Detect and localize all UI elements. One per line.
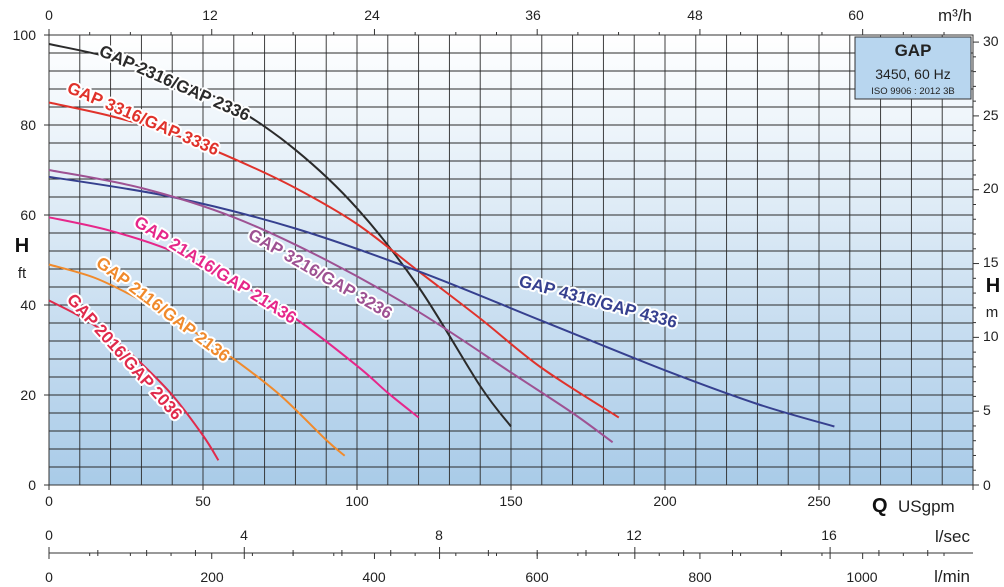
left-axis-unit: ft <box>18 265 27 282</box>
left-tick-label: 100 <box>13 27 37 43</box>
top-tick-label: 48 <box>687 7 703 23</box>
left-tick-label: 0 <box>28 477 36 493</box>
top-axis-unit: m³/h <box>938 6 972 25</box>
top-tick-label: 12 <box>202 7 218 23</box>
right-tick-label: 5 <box>983 402 991 418</box>
lsec-tick-label: 4 <box>240 527 248 543</box>
right-axis-unit: m <box>986 304 999 321</box>
right-axis-title: H <box>986 275 1000 297</box>
series-line-4 <box>48 216 420 419</box>
right-tick-label: 0 <box>983 477 991 493</box>
left-axis: 0 20 40 60 80 100 H ft <box>13 27 37 493</box>
series-line-6 <box>48 299 220 461</box>
info-box-title: GAP <box>895 41 932 60</box>
left-axis-title: H <box>15 235 29 257</box>
info-box-standard: ISO 9906 : 2012 3B <box>871 86 954 97</box>
bottom-axis-usgpm: 0 50 100 150 200 250 Q USgpm <box>45 493 955 517</box>
lsec-tick-label: 12 <box>626 527 642 543</box>
series-line-3 <box>48 169 614 444</box>
info-box-frame <box>854 36 972 100</box>
right-tick-label: 20 <box>983 180 999 196</box>
curves <box>48 43 835 461</box>
right-axis: 0 5 10 15 20 25 30 H m <box>983 33 1000 493</box>
usgpm-unit: USgpm <box>898 497 955 516</box>
grid <box>49 35 973 485</box>
lsec-tick-label: 8 <box>435 527 443 543</box>
left-tick-label: 20 <box>20 387 36 403</box>
lmin-tick-label: 200 <box>200 569 224 585</box>
bottom-axis-title: Q <box>872 495 888 517</box>
info-box: GAP 3450, 60 Hz ISO 9906 : 2012 3B <box>854 36 972 100</box>
right-tick-label: 30 <box>983 33 999 49</box>
lmin-tick-label: 0 <box>45 569 53 585</box>
lmin-unit: l/min <box>934 567 970 586</box>
series-line-5 <box>48 263 346 457</box>
left-tick-label: 40 <box>20 297 36 313</box>
top-tick-label: 60 <box>848 7 864 23</box>
right-tick-label: 10 <box>983 328 999 344</box>
top-tick-label: 24 <box>364 7 380 23</box>
lsec-tick-label: 0 <box>45 527 53 543</box>
series-line-0 <box>48 43 512 428</box>
lmin-tick-label: 600 <box>525 569 549 585</box>
usgpm-tick-label: 100 <box>345 493 369 509</box>
usgpm-tick-label: 200 <box>653 493 677 509</box>
lsec-tick-label: 16 <box>821 527 837 543</box>
info-box-speed: 3450, 60 Hz <box>875 66 951 82</box>
top-tick-label: 0 <box>45 7 53 23</box>
usgpm-tick-label: 250 <box>807 493 831 509</box>
series-line-1 <box>48 101 620 419</box>
lmin-tick-label: 800 <box>688 569 712 585</box>
lsec-unit: l/sec <box>935 527 970 546</box>
usgpm-tick-label: 150 <box>499 493 523 509</box>
usgpm-tick-label: 0 <box>45 493 53 509</box>
lmin-tick-label: 400 <box>362 569 386 585</box>
bottom-axis-lsec: 0 4 8 12 16 l/sec <box>45 527 973 554</box>
right-tick-label: 25 <box>983 107 999 123</box>
left-tick-label: 80 <box>20 117 36 133</box>
right-tick-label: 15 <box>983 254 999 270</box>
bottom-axis-lmin: 0 200 400 600 800 1000 l/min <box>45 567 970 586</box>
top-tick-label: 36 <box>525 7 541 23</box>
top-axis: 0 12 24 36 48 60 m³/h <box>45 6 972 25</box>
left-tick-label: 60 <box>20 207 36 223</box>
lmin-tick-label: 1000 <box>846 569 877 585</box>
usgpm-tick-label: 50 <box>195 493 211 509</box>
